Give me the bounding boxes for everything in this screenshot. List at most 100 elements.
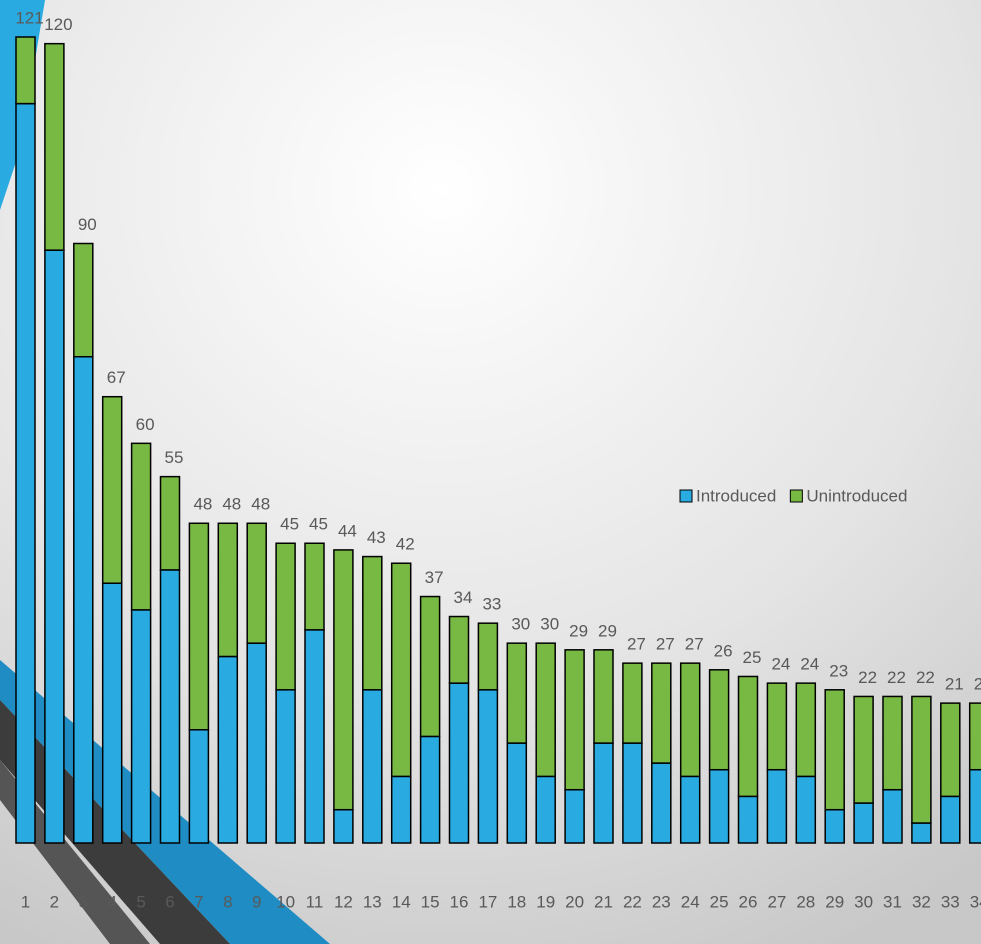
bar-segment [448, 682, 470, 844]
bar-segment [708, 768, 730, 844]
value-label: 25 [743, 648, 762, 667]
bar-segment [535, 642, 556, 778]
bar-segment [968, 702, 981, 771]
bar-segment [15, 36, 36, 105]
bar-segment [708, 669, 730, 771]
bar-segment [130, 609, 152, 844]
bar-segment [275, 542, 296, 691]
bar-segment [188, 729, 210, 844]
x-tick-label: 25 [710, 892, 729, 911]
value-label: 30 [540, 615, 559, 634]
value-label: 120 [44, 15, 72, 34]
x-tick-label: 7 [194, 892, 203, 911]
bar-segment [853, 802, 874, 844]
bar-segment [477, 622, 499, 691]
value-label: 37 [425, 568, 444, 587]
value-label: 44 [338, 521, 357, 540]
bar-segment [15, 102, 36, 844]
x-tick-label: 16 [450, 892, 469, 911]
value-label: 45 [309, 515, 328, 534]
x-tick-label: 29 [825, 892, 844, 911]
x-tick-label: 1 [21, 892, 30, 911]
bar-segment [390, 562, 412, 778]
bar-segment [362, 689, 383, 844]
bar-segment [390, 775, 412, 844]
value-label: 24 [800, 655, 819, 674]
value-label: 33 [482, 595, 501, 614]
bar-segment [362, 555, 383, 691]
bar-segment [766, 682, 788, 771]
x-tick-label: 33 [941, 892, 960, 911]
legend-swatch [679, 489, 693, 503]
x-tick-label: 5 [136, 892, 145, 911]
bar-segment [940, 702, 961, 798]
bar-segment [651, 662, 672, 764]
x-tick-label: 31 [883, 892, 902, 911]
x-tick-label: 32 [912, 892, 931, 911]
value-label: 42 [396, 535, 415, 554]
value-label: 27 [685, 635, 704, 654]
bar-segment [188, 522, 210, 731]
x-tick-label: 17 [478, 892, 497, 911]
bar-segment [246, 522, 267, 644]
value-label: 48 [193, 495, 212, 514]
bar-segment [506, 642, 528, 744]
value-label: 43 [367, 528, 386, 547]
value-label: 27 [627, 635, 646, 654]
bar-segment [622, 662, 643, 744]
bar-segment [506, 742, 528, 844]
value-label: 121 [15, 8, 43, 27]
value-label: 26 [714, 641, 733, 660]
bar-segment [824, 689, 845, 811]
x-tick-label: 14 [392, 892, 411, 911]
x-tick-label: 4 [107, 892, 116, 911]
legend-label: Unintroduced [806, 486, 907, 505]
x-tick-label: 2 [50, 892, 59, 911]
bar-segment [217, 522, 239, 658]
bar-segment [419, 735, 441, 844]
bar-segment [651, 762, 672, 844]
bar-segment [304, 629, 325, 844]
bar-segment [593, 649, 614, 744]
bar-segment [911, 695, 932, 824]
legend-swatch [789, 489, 803, 503]
x-tick-label: 27 [767, 892, 786, 911]
value-label: 22 [887, 668, 906, 687]
x-tick-label: 20 [565, 892, 584, 911]
bar-segment [535, 775, 556, 844]
bar-segment [622, 742, 643, 844]
bar-segment [940, 795, 961, 844]
bar-segment [130, 442, 152, 611]
x-tick-label: 13 [363, 892, 382, 911]
value-label: 21 [974, 675, 981, 694]
value-label: 48 [251, 495, 270, 514]
bar-segment [564, 788, 585, 844]
value-label: 55 [165, 448, 184, 467]
bar-segment [304, 542, 325, 631]
value-label: 90 [78, 215, 97, 234]
value-label: 21 [945, 675, 964, 694]
value-label: 27 [656, 635, 675, 654]
bar-segment [853, 695, 874, 804]
bar-segment [44, 249, 65, 844]
x-tick-label: 11 [306, 892, 324, 911]
bar-segment [275, 689, 296, 844]
decor-stripe [0, 760, 150, 944]
bar-segment [333, 808, 354, 844]
bar-segment [882, 695, 903, 791]
x-tick-label: 21 [594, 892, 613, 911]
value-label: 34 [454, 588, 473, 607]
bar-segment [159, 475, 181, 571]
x-tick-label: 26 [739, 892, 758, 911]
bar-segment [246, 642, 267, 844]
x-tick-label: 30 [854, 892, 873, 911]
bar-segment [968, 768, 981, 844]
bar-segment [737, 675, 759, 798]
x-tick-label: 24 [681, 892, 700, 911]
value-label: 29 [569, 621, 588, 640]
bar-segment [477, 689, 499, 844]
bar-segment [101, 582, 123, 844]
bar-segment [73, 355, 94, 844]
bar-segment [911, 822, 932, 844]
